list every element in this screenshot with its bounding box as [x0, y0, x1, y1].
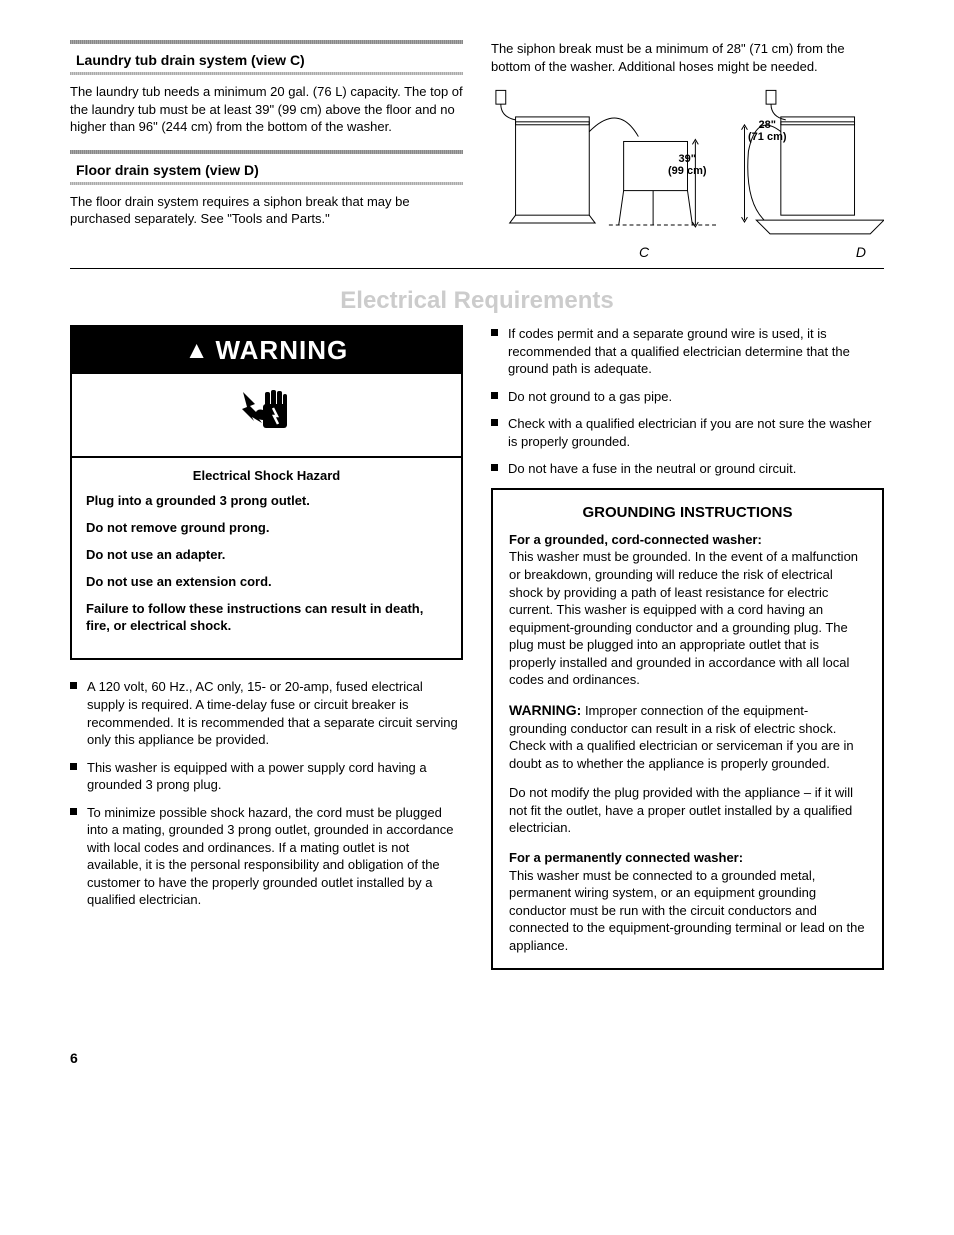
warning-label: WARNING: [509, 702, 581, 718]
horizontal-rule [70, 268, 884, 269]
top-right-col: The siphon break must be a minimum of 28… [491, 40, 884, 256]
divider [70, 72, 463, 75]
bullet-text: This washer is equipped with a power sup… [87, 759, 463, 794]
text-view-d: The floor drain system requires a siphon… [70, 193, 463, 228]
bullet-text: A 120 volt, 60 Hz., AC only, 15- or 20-a… [87, 678, 463, 748]
warning-header: ▲ WARNING [72, 327, 461, 374]
electrical-requirements-heading: Electrical Requirements [70, 287, 884, 315]
bullet-icon [491, 329, 498, 336]
label-28in: 28"(71 cm) [748, 119, 787, 143]
text-view-c: The laundry tub needs a minimum 20 gal. … [70, 83, 463, 136]
list-item: Do not have a fuse in the neutral or gro… [491, 460, 884, 478]
heading-view-d: Floor drain system (view D) [70, 160, 463, 182]
list-item: A 120 volt, 60 Hz., AC only, 15- or 20-a… [70, 678, 463, 748]
siphon-text: The siphon break must be a minimum of 28… [491, 40, 884, 75]
hazard-title: Electrical Shock Hazard [86, 468, 447, 483]
left-bullet-list: A 120 volt, 60 Hz., AC only, 15- or 20-a… [70, 678, 463, 909]
divider [70, 150, 463, 154]
grounding-p: For a permanently connected washer: This … [509, 849, 866, 954]
label-c: C [639, 245, 649, 260]
warning-line: Plug into a grounded 3 prong outlet. [86, 493, 447, 510]
warning-body: Electrical Shock Hazard Plug into a grou… [72, 458, 461, 658]
grounding-p3: Do not modify the plug provided with the… [509, 784, 866, 837]
heading-view-c: Laundry tub drain system (view C) [70, 50, 463, 72]
list-item: Do not ground to a gas pipe. [491, 388, 884, 406]
shock-hazard-icon [72, 374, 461, 458]
grounding-p4-text: This washer must be connected to a groun… [509, 868, 865, 953]
bullet-icon [70, 763, 77, 770]
bullet-icon [70, 808, 77, 815]
divider [70, 40, 463, 44]
warning-line: Do not remove ground prong. [86, 520, 447, 537]
bullet-icon [70, 682, 77, 689]
top-section: Laundry tub drain system (view C) The la… [70, 40, 884, 256]
main-section: ▲ WARNING [70, 325, 884, 970]
grounding-p1-text: This washer must be grounded. In the eve… [509, 549, 858, 687]
grounding-sub2: For a permanently connected washer: [509, 850, 743, 865]
right-bullet-list: If codes permit and a separate ground wi… [491, 325, 884, 478]
top-left-col: Laundry tub drain system (view C) The la… [70, 40, 463, 256]
warning-line: Do not use an adapter. [86, 547, 447, 564]
label-39in: 39"(99 cm) [668, 153, 707, 177]
warning-header-text: WARNING [216, 335, 349, 366]
grounding-p: For a grounded, cord-connected washer: Th… [509, 531, 866, 689]
grounding-title: GROUNDING INSTRUCTIONS [509, 504, 866, 521]
warning-box: ▲ WARNING [70, 325, 463, 660]
main-right-col: If codes permit and a separate ground wi… [491, 325, 884, 970]
warning-line: Do not use an extension cord. [86, 574, 447, 591]
bullet-text: Do not have a fuse in the neutral or gro… [508, 460, 796, 478]
main-left-col: ▲ WARNING [70, 325, 463, 970]
bullet-icon [491, 392, 498, 399]
bullet-icon [491, 419, 498, 426]
label-d: D [856, 245, 866, 260]
warning-line: Failure to follow these instructions can… [86, 601, 447, 635]
grounding-sub1: For a grounded, cord-connected washer: [509, 532, 762, 547]
divider [70, 182, 463, 185]
list-item: To minimize possible shock hazard, the c… [70, 804, 463, 909]
list-item: This washer is equipped with a power sup… [70, 759, 463, 794]
list-item: If codes permit and a separate ground wi… [491, 325, 884, 378]
grounding-instructions-box: GROUNDING INSTRUCTIONS For a grounded, c… [491, 488, 884, 970]
bullet-icon [491, 464, 498, 471]
warning-triangle-icon: ▲ [185, 337, 210, 365]
bullet-text: Check with a qualified electrician if yo… [508, 415, 884, 450]
bullet-text: Do not ground to a gas pipe. [508, 388, 672, 406]
grounding-warning: WARNING: Improper connection of the equi… [509, 701, 866, 773]
bullet-text: To minimize possible shock hazard, the c… [87, 804, 463, 909]
bullet-text: If codes permit and a separate ground wi… [508, 325, 884, 378]
list-item: Check with a qualified electrician if yo… [491, 415, 884, 450]
drain-diagram: 39"(99 cm) 28"(71 cm) C D [491, 81, 884, 256]
page-number: 6 [70, 1050, 884, 1066]
